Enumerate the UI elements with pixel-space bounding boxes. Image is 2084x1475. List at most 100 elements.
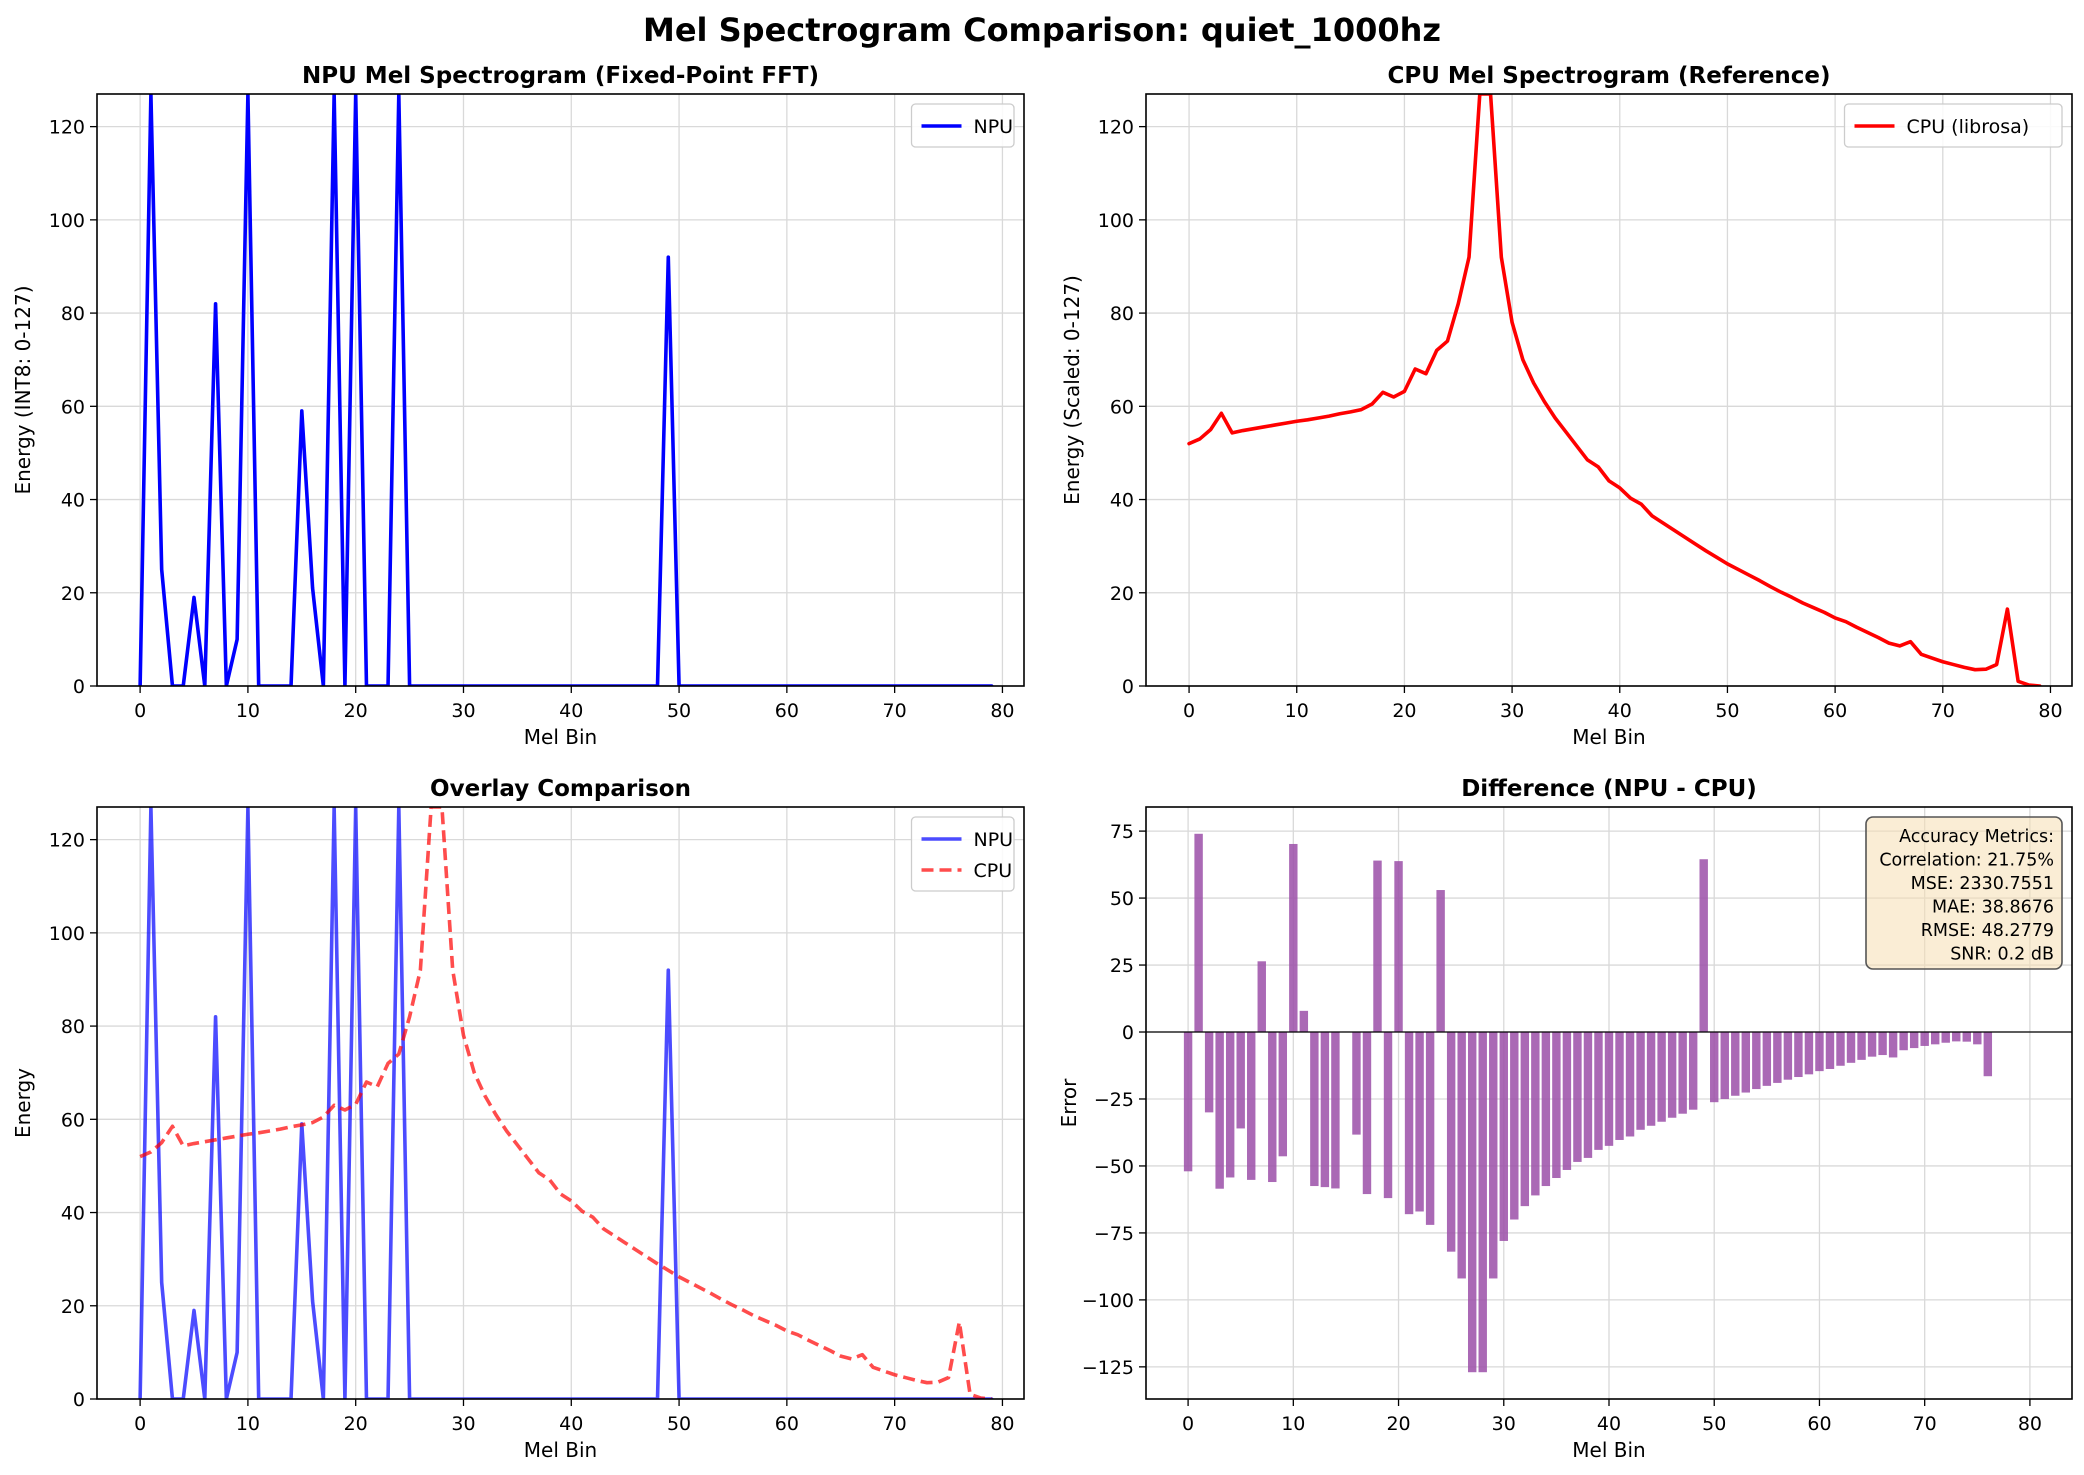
x-axis-label: Mel Bin: [524, 1438, 597, 1462]
bar: [1225, 1032, 1235, 1178]
y-tick-label: 80: [61, 1016, 85, 1038]
metric-line: RMSE: 48.2779: [1921, 921, 2054, 941]
legend-box: [910, 103, 1015, 148]
y-tick-label: −125: [1082, 1357, 1134, 1379]
y-axis-label: Error: [1057, 1078, 1081, 1128]
x-tick-label: 20: [344, 700, 368, 722]
chart-npu: 0 10 20 30 40 50 60 70 80 0 20 40 60 80 100 120 NPU Mel …: [11, 63, 1025, 749]
x-axis-label: Mel Bin: [1572, 1438, 1645, 1462]
x-tick-label: 10: [236, 1413, 260, 1435]
legend: NPU: [910, 103, 1015, 148]
x-tick-label: 60: [1807, 1413, 1831, 1435]
metrics-heading: Accuracy Metrics:: [1899, 827, 2054, 847]
bar: [1268, 1032, 1277, 1183]
metric-line: Correlation: 21.75%: [1879, 851, 2054, 871]
plot-area: [138, 807, 994, 1399]
metric-line: SNR: 0.2 dB: [1950, 945, 2054, 965]
bar: [1710, 1032, 1719, 1103]
bar: [1604, 1032, 1614, 1146]
bar: [1983, 1032, 1993, 1077]
x-tick-label: 30: [451, 1413, 475, 1435]
bar: [1804, 1032, 1814, 1075]
metric-line: MSE: 2330.7551: [1911, 874, 2054, 894]
y-tick-label: −25: [1094, 1089, 1134, 1111]
legend-label: NPU: [974, 116, 1014, 138]
bar: [1320, 1032, 1330, 1188]
y-tick-label: 100: [49, 210, 85, 232]
bar: [1310, 1032, 1319, 1187]
bar: [1289, 843, 1298, 1033]
bar: [1573, 1032, 1582, 1162]
bar: [1646, 1032, 1656, 1126]
bar: [1962, 1032, 1971, 1042]
x-tick-label: 70: [883, 1413, 907, 1435]
x-tick-label: 40: [559, 700, 583, 722]
metrics-box-bg: [1865, 816, 2063, 970]
y-tick-label: −100: [1082, 1290, 1134, 1312]
bar: [1436, 890, 1445, 1033]
x-tick-label: 10: [1285, 700, 1309, 722]
x-tick-label: 70: [1931, 700, 1955, 722]
x-tick-label: 80: [2018, 1413, 2042, 1435]
bar: [1183, 1032, 1193, 1172]
chart-title: Overlay Comparison: [430, 776, 691, 802]
axes-frame: [96, 806, 1025, 1400]
y-tick-label: 80: [1110, 303, 1134, 325]
x-tick-label: 30: [1500, 700, 1524, 722]
bar: [1930, 1032, 1940, 1045]
chart-diff: 0 10 20 30 40 50 60 70 80 −125 −100 −75 −50 −25 0 25 50 7…: [1057, 776, 2073, 1462]
x-tick-label: 50: [667, 700, 691, 722]
legend: CPU (librosa): [1843, 103, 2063, 148]
y-axis-label: Energy: [11, 1068, 35, 1138]
bar: [1794, 1032, 1803, 1078]
x-tick-label: 10: [1281, 1413, 1305, 1435]
x-tick-label: 70: [1913, 1413, 1937, 1435]
bar: [1899, 1032, 1908, 1051]
bar: [1541, 1032, 1551, 1187]
x-tick-label: 20: [344, 1413, 368, 1435]
bar: [1531, 1032, 1540, 1196]
legend-box: [1843, 103, 2063, 148]
bar: [1625, 1032, 1635, 1137]
x-tick-label: 20: [1386, 1413, 1410, 1435]
x-tick-label: 10: [236, 700, 260, 722]
bar: [1836, 1032, 1845, 1066]
x-tick-label: 0: [1183, 700, 1195, 722]
bar: [1499, 1032, 1508, 1241]
bar: [1857, 1032, 1866, 1060]
bar: [1952, 1032, 1961, 1042]
x-axis-label: Mel Bin: [524, 725, 597, 749]
bar: [1520, 1032, 1530, 1207]
bar: [1194, 833, 1203, 1033]
x-tick-label: 60: [1823, 700, 1847, 722]
x-tick-label: 0: [134, 700, 146, 722]
bar: [1362, 1032, 1372, 1195]
x-tick-label: 60: [775, 1413, 799, 1435]
bar: [1762, 1032, 1772, 1086]
x-tick-label: 80: [2038, 700, 2062, 722]
bar: [1615, 1032, 1624, 1140]
bar: [1415, 1032, 1424, 1212]
bar: [1583, 1032, 1593, 1158]
axes-frame: [1145, 93, 2073, 687]
y-tick-label: 20: [61, 583, 85, 605]
bar: [1236, 1032, 1245, 1129]
bar: [1478, 1032, 1487, 1373]
y-tick-label: 40: [1110, 490, 1134, 512]
y-axis-label: Energy (Scaled: 0-127): [1060, 275, 1084, 505]
bar: [1510, 1032, 1519, 1220]
bar: [1783, 1032, 1793, 1080]
plot-area: [1187, 94, 2042, 686]
legend-label: NPU: [974, 829, 1014, 851]
bar: [1741, 1032, 1751, 1093]
bar: [1278, 1032, 1288, 1157]
y-tick-label: 100: [1098, 210, 1134, 232]
bar: [1636, 1032, 1645, 1130]
metrics-box: Accuracy Metrics: Correlation: 21.75% MSE:…: [1865, 816, 2063, 970]
bar: [1247, 1032, 1256, 1180]
chart-overlay: 0 10 20 30 40 50 60 70 80 0 20 40 60 80 100 120 Overlay …: [11, 776, 1025, 1462]
x-tick-label: 30: [1492, 1413, 1516, 1435]
x-tick-label: 80: [990, 1413, 1014, 1435]
bar: [1678, 1032, 1687, 1114]
